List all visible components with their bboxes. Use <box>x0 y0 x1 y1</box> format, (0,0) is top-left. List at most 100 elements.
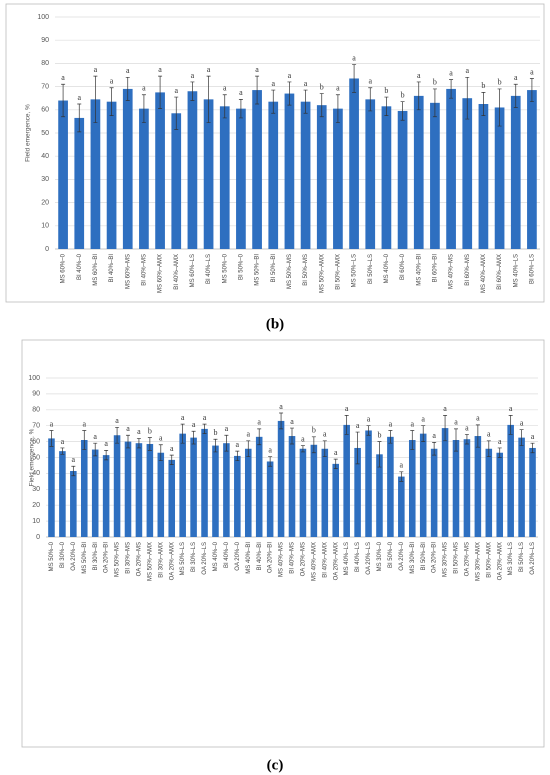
x-tick-label: MS 30%–BI <box>410 542 416 574</box>
error-bar <box>222 94 227 119</box>
x-tick-label: BI 50%–LS <box>519 542 525 572</box>
error-bar <box>333 458 338 469</box>
y-tick-label: 80 <box>32 407 40 414</box>
error-bar <box>202 423 207 434</box>
significance-letter: a <box>191 71 195 80</box>
x-tick-label: BI 50%–AMX <box>335 254 341 290</box>
bar <box>74 117 85 249</box>
panel-label: (b) <box>266 316 284 332</box>
error-bar <box>311 436 316 454</box>
bar <box>135 443 143 537</box>
x-tick-label: BI 50%–BI <box>421 542 427 571</box>
x-tick-label: BI 40%–MS <box>290 542 296 574</box>
significance-letter: a <box>509 404 513 413</box>
significance-letter: b <box>213 428 217 437</box>
error-bar <box>109 87 114 116</box>
x-tick-label: BI 40%–MS <box>141 254 147 286</box>
y-tick-label: 70 <box>41 83 49 90</box>
error-bar <box>257 428 262 446</box>
x-tick-label: MS 60%–BI <box>93 254 99 286</box>
significance-letter: a <box>443 404 447 413</box>
error-bar <box>61 83 66 118</box>
error-bar <box>141 94 146 123</box>
x-tick-label: OA 20%–AMX <box>497 542 503 580</box>
x-tick-label: BI 60%–BI <box>432 254 438 283</box>
significance-letter: b <box>401 91 405 100</box>
error-bar <box>465 76 470 120</box>
bar <box>343 424 350 537</box>
x-tick-label: OA 20%–MS <box>465 542 471 576</box>
bar <box>462 98 473 249</box>
error-bar <box>443 415 448 442</box>
significance-letter: a <box>142 84 146 93</box>
panel-frame <box>21 339 545 748</box>
y-tick-label: 90 <box>32 391 40 398</box>
bar <box>168 459 176 537</box>
significance-letter: a <box>476 414 480 423</box>
significance-letter: a <box>487 430 491 439</box>
bar <box>244 448 252 537</box>
bar <box>190 437 197 537</box>
x-tick-label: OA 20%–0 <box>235 541 241 570</box>
significance-letter: a <box>181 413 185 422</box>
x-tick-label: OA 20%–LS <box>202 542 208 575</box>
x-tick-label: MS 50%–AMX <box>319 254 325 293</box>
x-tick-label: BI 40%–0 <box>77 253 83 280</box>
significance-letter: a <box>304 79 308 88</box>
y-tick-label: 30 <box>32 486 40 493</box>
significance-letter: a <box>454 418 458 427</box>
significance-letter: a <box>72 455 76 464</box>
significance-letter: a <box>239 88 243 97</box>
bar <box>365 430 372 537</box>
significance-letter: a <box>257 418 261 427</box>
significance-letter: a <box>203 413 207 422</box>
significance-letter: a <box>82 419 86 428</box>
error-bar <box>449 79 454 99</box>
x-tick-label: OA 20%–LS <box>530 542 536 575</box>
bar <box>255 436 263 537</box>
error-bar <box>213 438 218 453</box>
bar <box>284 93 295 249</box>
bar <box>381 106 392 249</box>
y-tick-label: 20 <box>32 502 40 509</box>
significance-letter: a <box>207 65 211 74</box>
bar <box>102 455 110 537</box>
error-bar <box>352 64 357 93</box>
error-bar <box>126 434 130 449</box>
significance-letter: b <box>148 426 152 435</box>
bar <box>441 428 449 537</box>
error-bar <box>268 456 273 467</box>
significance-letter: b <box>433 78 437 87</box>
significance-letter: a <box>192 420 196 429</box>
x-tick-label: MS 30%–MS <box>443 542 449 577</box>
x-tick-label: MS 60%–AMX <box>158 254 164 293</box>
bar <box>430 448 438 537</box>
error-bar <box>60 447 65 455</box>
significance-letter: a <box>498 437 502 446</box>
significance-letter: a <box>336 84 340 93</box>
bar <box>252 90 262 249</box>
bar <box>288 436 296 537</box>
y-tick-label: 50 <box>32 454 40 461</box>
error-bar <box>125 76 130 101</box>
error-bar <box>287 81 292 106</box>
bar <box>106 101 117 250</box>
bar <box>203 99 214 249</box>
significance-letter: a <box>225 424 229 433</box>
bar <box>349 78 359 249</box>
y-tick-label: 0 <box>36 534 40 541</box>
error-bar <box>377 441 382 468</box>
bar <box>463 439 471 537</box>
significance-letter: a <box>410 419 414 428</box>
y-tick-label: 30 <box>41 176 49 183</box>
bar <box>80 440 88 537</box>
y-tick-label: 20 <box>41 199 49 206</box>
error-bar <box>104 449 109 461</box>
y-tick-label: 80 <box>41 60 49 67</box>
significance-letter: a <box>61 437 65 446</box>
x-tick-label: OA 20%–BI <box>432 542 438 573</box>
error-bar <box>355 431 360 465</box>
bar <box>446 88 456 249</box>
bar <box>494 107 505 249</box>
bar <box>139 108 149 249</box>
